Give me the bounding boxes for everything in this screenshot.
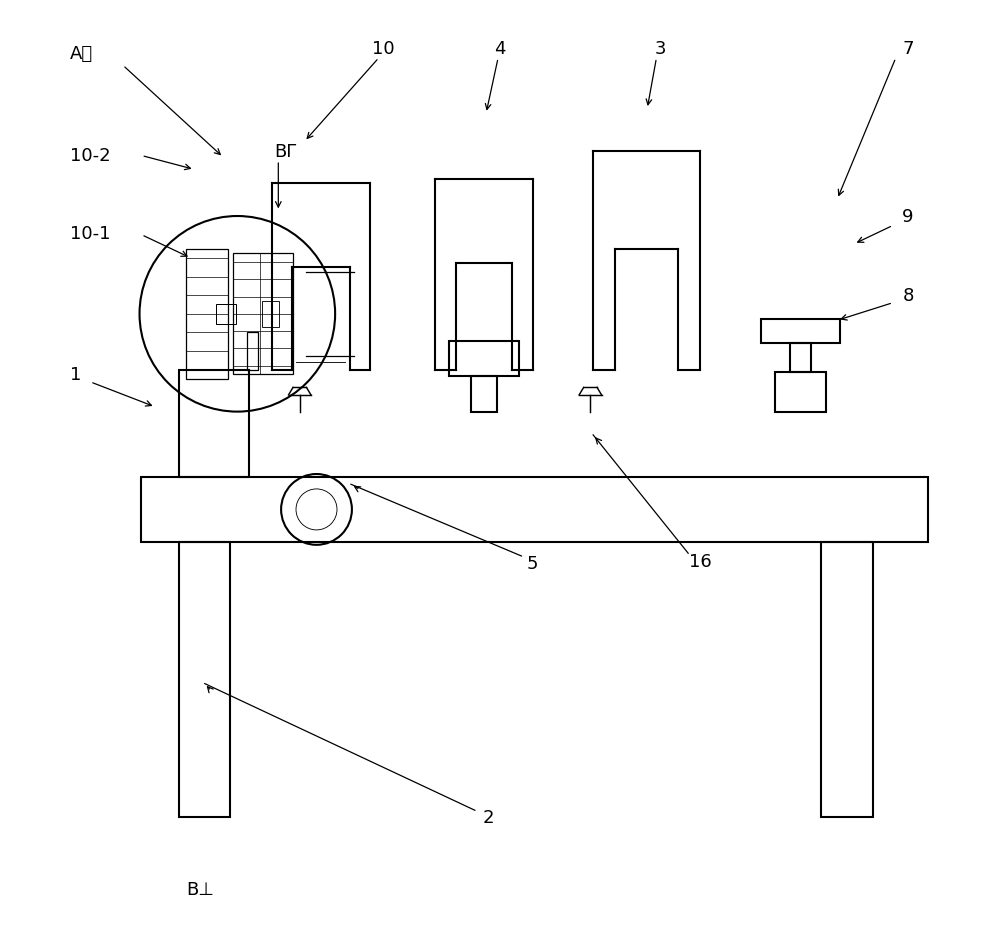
Text: 1: 1 (70, 366, 81, 384)
Bar (821, 543, 873, 817)
Bar (216, 304, 236, 325)
Bar (761, 320, 840, 344)
Bar (247, 333, 258, 371)
Text: B⊥: B⊥ (186, 880, 214, 898)
Bar (790, 344, 811, 373)
Text: 2: 2 (483, 808, 495, 826)
Text: 8: 8 (902, 286, 914, 305)
Text: 4: 4 (494, 40, 506, 58)
Text: 10: 10 (372, 40, 395, 58)
Text: 7: 7 (902, 40, 914, 58)
Bar (179, 543, 230, 817)
Text: 9: 9 (902, 208, 914, 226)
Bar (186, 249, 228, 380)
Text: A部: A部 (70, 45, 93, 63)
Text: 3: 3 (654, 40, 666, 58)
Bar (449, 342, 519, 377)
Bar (471, 377, 497, 412)
Bar (775, 373, 826, 412)
Text: 10-1: 10-1 (70, 225, 110, 242)
Bar (179, 371, 249, 477)
Bar (262, 301, 279, 328)
Text: BΓ: BΓ (275, 142, 297, 161)
Text: 5: 5 (527, 554, 538, 572)
Text: 16: 16 (689, 552, 712, 570)
Text: 10-2: 10-2 (70, 147, 110, 166)
Bar (141, 477, 928, 543)
Bar (233, 254, 293, 375)
